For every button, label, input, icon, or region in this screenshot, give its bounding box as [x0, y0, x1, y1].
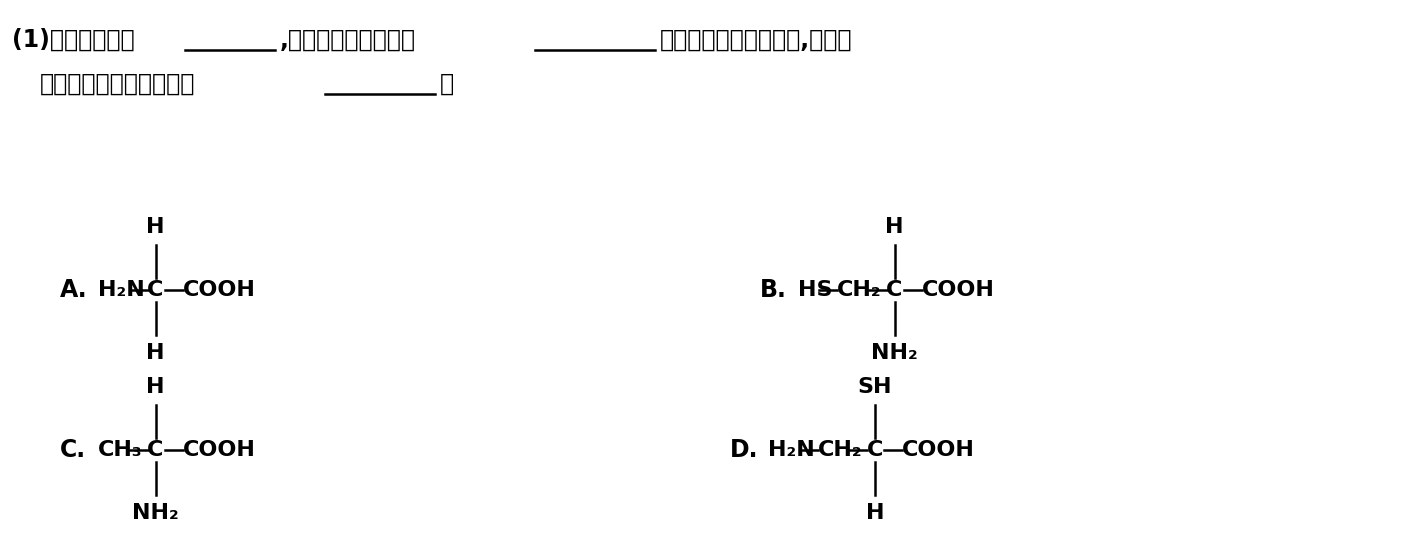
Text: (1)这种化合物叫: (1)这种化合物叫 [11, 28, 134, 52]
Text: C: C [887, 280, 903, 300]
Text: 。若它在小肠中被水解,则不可: 。若它在小肠中被水解,则不可 [660, 28, 853, 52]
Text: COOH: COOH [183, 280, 255, 300]
Text: A.: A. [60, 278, 87, 302]
Text: B.: B. [760, 278, 787, 302]
Text: COOH: COOH [183, 440, 255, 460]
Text: 。: 。 [441, 72, 453, 96]
Text: CH₂: CH₂ [837, 280, 881, 300]
Text: HS: HS [799, 280, 833, 300]
Text: CH₃: CH₃ [98, 440, 143, 460]
Text: C: C [147, 440, 164, 460]
Text: H: H [866, 503, 884, 523]
Text: C: C [147, 280, 164, 300]
Text: ,构成它的基本单位是: ,构成它的基本单位是 [279, 28, 416, 52]
Text: H: H [147, 343, 165, 363]
Text: SH: SH [858, 377, 893, 397]
Text: H₂N: H₂N [98, 280, 145, 300]
Text: H: H [886, 217, 904, 237]
Text: H: H [147, 217, 165, 237]
Text: NH₂: NH₂ [133, 503, 178, 523]
Text: COOH: COOH [921, 280, 994, 300]
Text: NH₂: NH₂ [871, 343, 918, 363]
Text: CH₂: CH₂ [817, 440, 863, 460]
Text: C.: C. [60, 438, 86, 462]
Text: H: H [147, 377, 165, 397]
Text: D.: D. [730, 438, 759, 462]
Text: COOH: COOH [903, 440, 975, 460]
Text: H₂N: H₂N [769, 440, 814, 460]
Text: 能产生的是下列哪种物质: 能产生的是下列哪种物质 [40, 72, 195, 96]
Text: C: C [867, 440, 883, 460]
